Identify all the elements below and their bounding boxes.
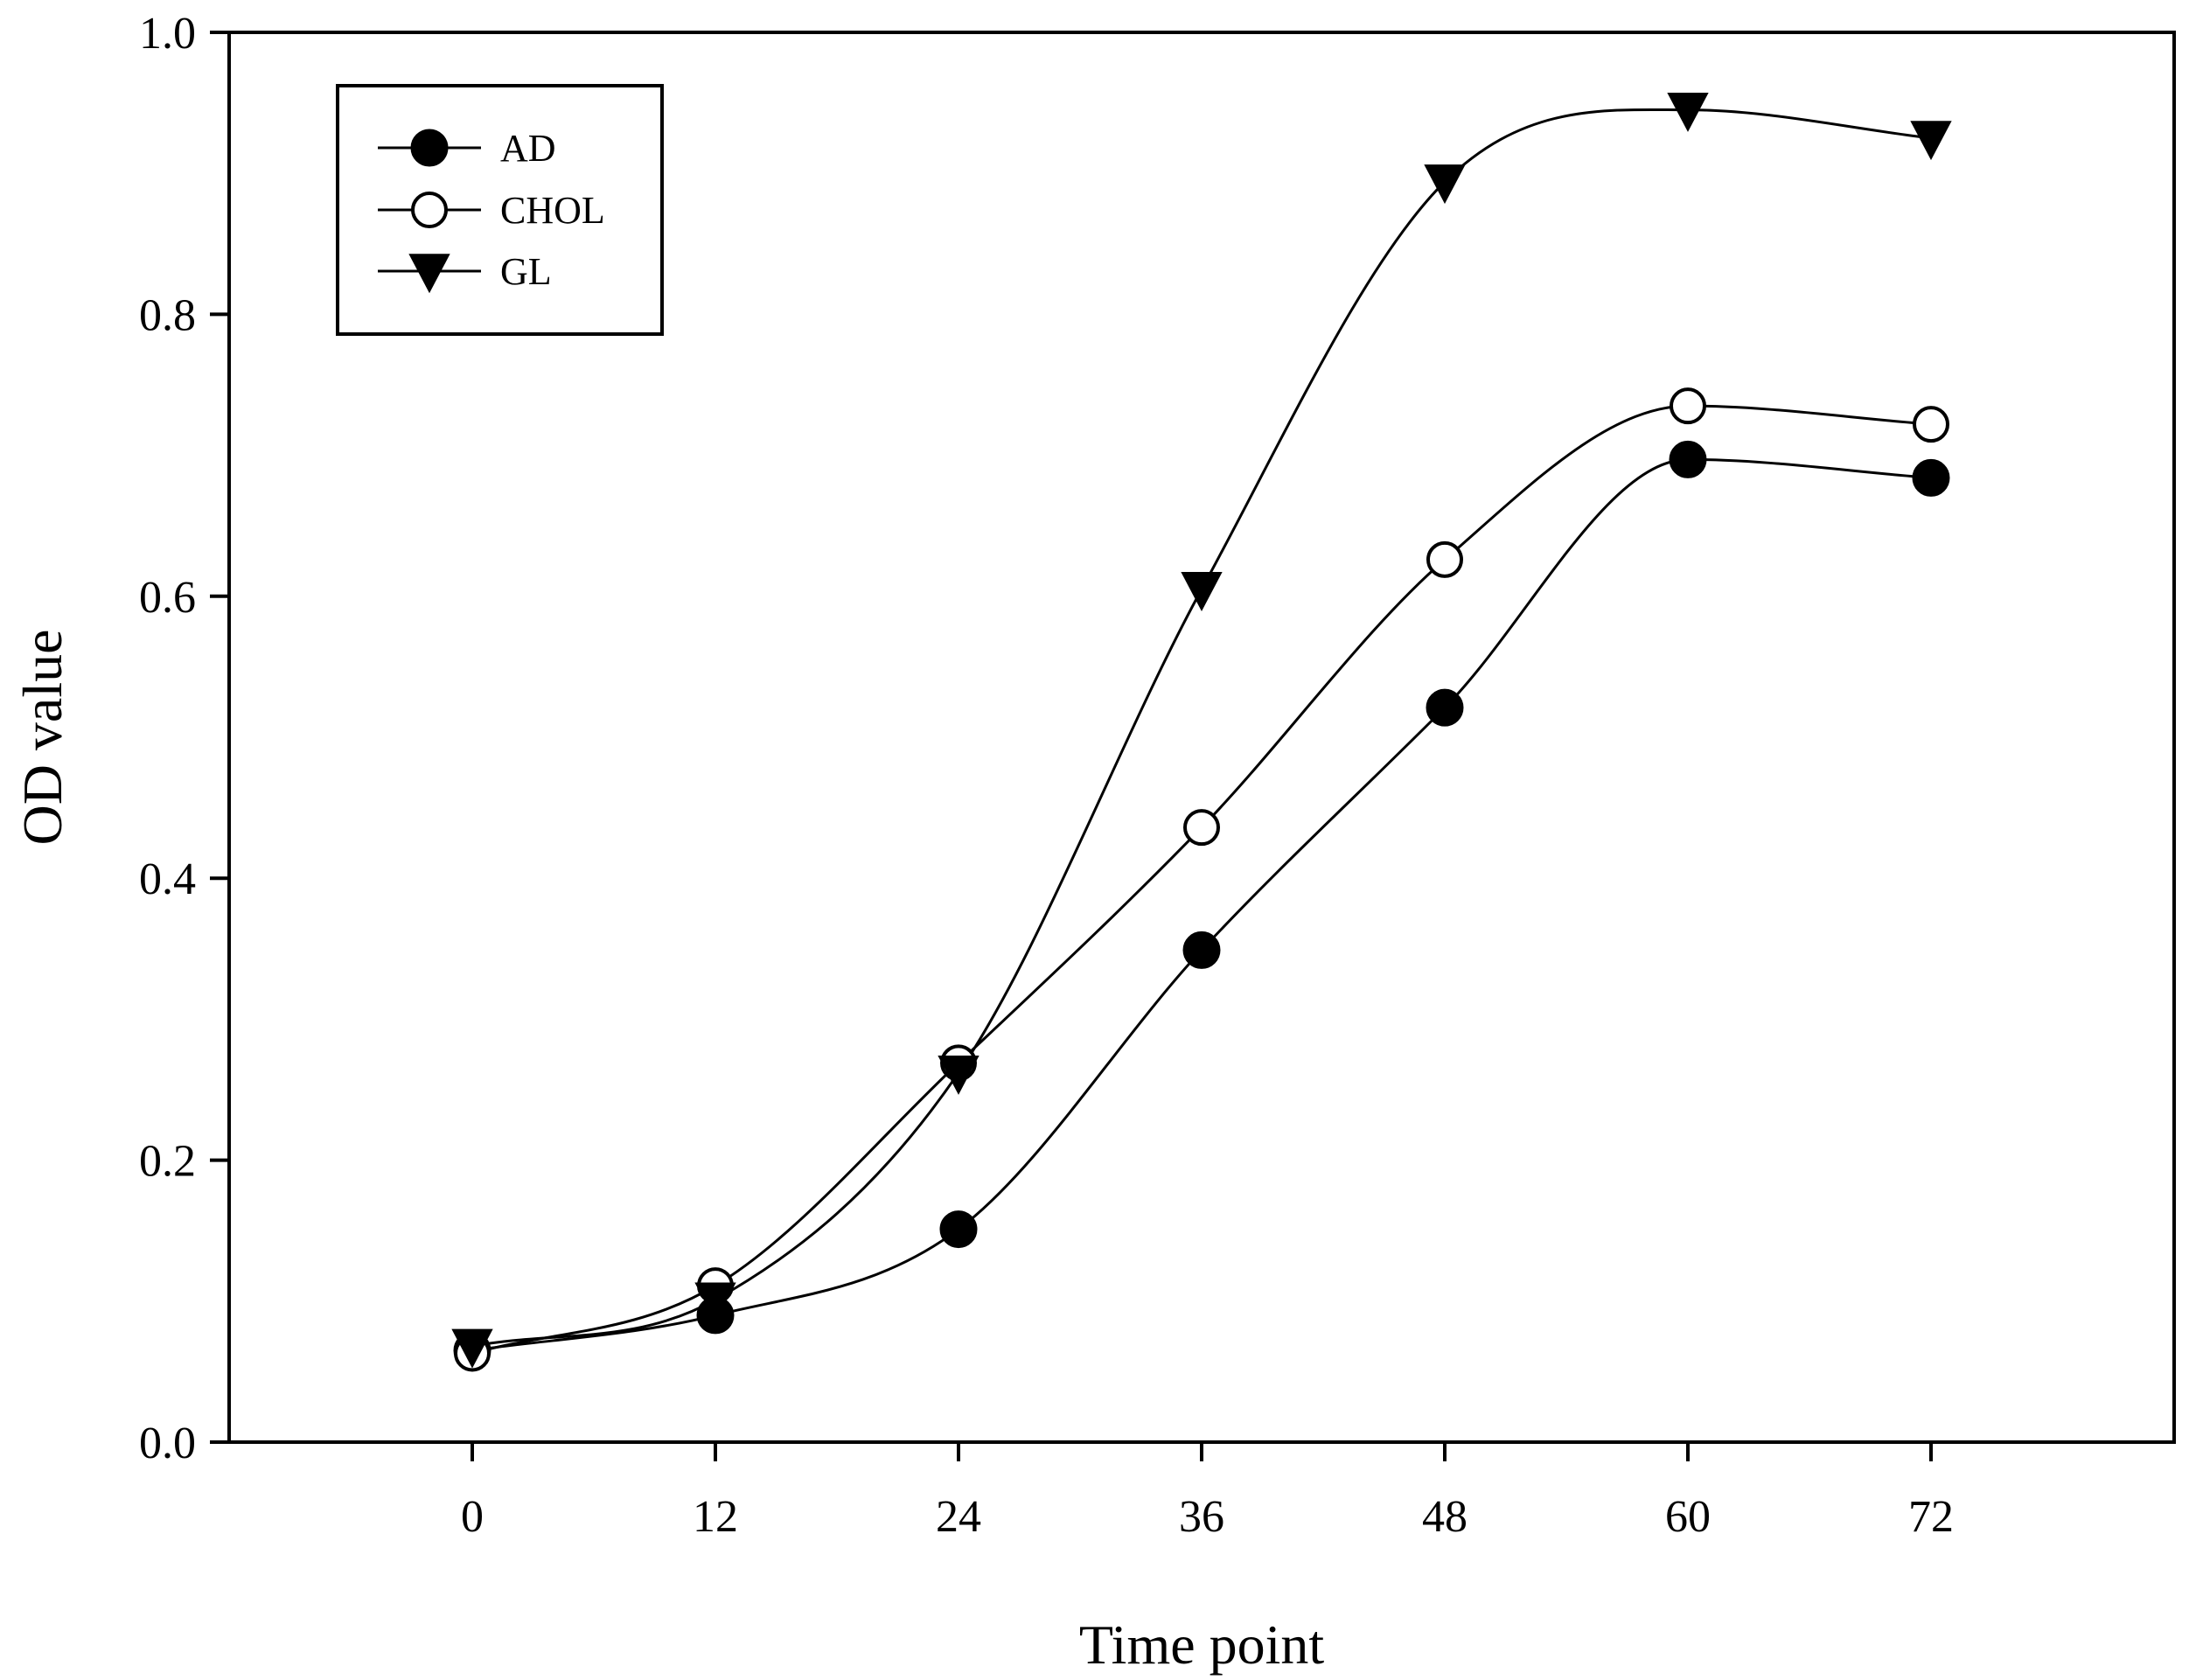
data-point-gl <box>451 1328 493 1369</box>
series-lines <box>471 108 1932 1355</box>
data-point-ad <box>939 1210 978 1249</box>
x-tick-label: 72 <box>1908 1492 1954 1542</box>
x-tick-label: 36 <box>1179 1492 1224 1542</box>
x-tick-label: 24 <box>936 1492 981 1542</box>
data-point-ad <box>1912 458 1950 497</box>
data-point-ad <box>1426 688 1464 727</box>
data-point-ad <box>1669 440 1707 478</box>
y-tick-label: 0.6 <box>139 573 196 623</box>
data-point-chol <box>1183 809 1220 847</box>
data-point-gl <box>1424 164 1466 205</box>
data-point-gl <box>694 1282 736 1322</box>
series-line-gl <box>471 108 1932 1348</box>
x-tick-label: 12 <box>693 1492 738 1542</box>
legend-marker-gl <box>408 254 450 294</box>
y-tick-label: 0.2 <box>139 1137 196 1187</box>
legend-marker-chol <box>411 192 448 228</box>
x-tick-label: 48 <box>1422 1492 1467 1542</box>
y-axis-title: OD value <box>11 629 73 845</box>
x-axis-title: Time point <box>1079 1614 1325 1676</box>
x-tick-label: 60 <box>1665 1492 1711 1542</box>
y-tick-label: 0.8 <box>139 290 196 340</box>
data-point-chol <box>1913 406 1949 443</box>
data-point-gl <box>1181 572 1223 611</box>
legend: AD CHOL GL <box>336 84 664 336</box>
data-point-chol <box>1670 387 1706 425</box>
series-line-chol <box>471 404 1932 1355</box>
legend-label-ad: AD <box>500 127 556 170</box>
data-point-ad <box>1182 931 1221 969</box>
data-point-chol <box>1426 540 1463 578</box>
y-axis: 0.0 0.2 0.4 0.6 0.8 1.0 <box>139 9 229 1468</box>
y-tick-label: 0.0 <box>139 1419 196 1468</box>
series-markers <box>451 92 1952 1372</box>
x-tick-label: 0 <box>461 1492 484 1542</box>
data-point-gl <box>1667 92 1709 132</box>
data-point-gl <box>1910 121 1952 161</box>
legend-label-gl: GL <box>500 250 552 293</box>
data-point-gl <box>938 1055 979 1095</box>
legend-marker-ad <box>410 129 449 167</box>
y-tick-label: 1.0 <box>139 9 196 59</box>
x-axis: 0 12 24 36 48 60 72 <box>461 1442 1954 1542</box>
y-tick-label: 0.4 <box>139 854 196 904</box>
legend-label-chol: CHOL <box>500 189 605 232</box>
